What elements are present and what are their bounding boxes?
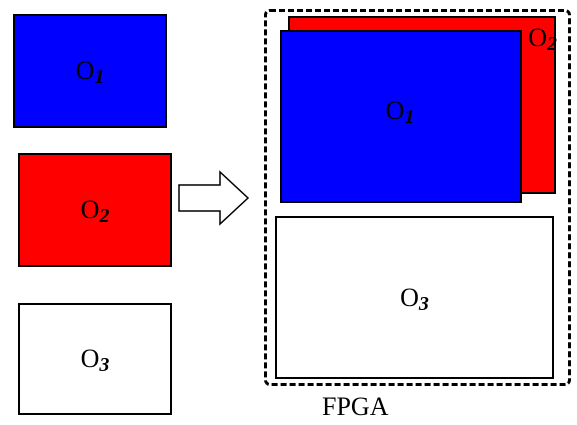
hollow-right-arrow-icon (178, 170, 250, 226)
fpga-object-o1-box: O1 (280, 30, 522, 203)
fpga-object-o1-label: O1 (385, 95, 415, 128)
object-o1-box: O1 (13, 14, 167, 128)
object-o2-box: O2 (18, 153, 172, 267)
object-o2-label: O2 (80, 195, 110, 227)
fpga-object-o3-box: O3 (275, 216, 554, 379)
fpga-region (264, 9, 571, 386)
object-o3-box: O3 (18, 303, 172, 415)
fpga-object-o3-label: O3 (400, 282, 429, 315)
fpga-object-o2-label: O2 (528, 23, 557, 55)
object-o1-label: O1 (75, 56, 105, 88)
object-o3-label: O3 (80, 344, 110, 376)
fpga-label: FPGA (322, 392, 389, 421)
